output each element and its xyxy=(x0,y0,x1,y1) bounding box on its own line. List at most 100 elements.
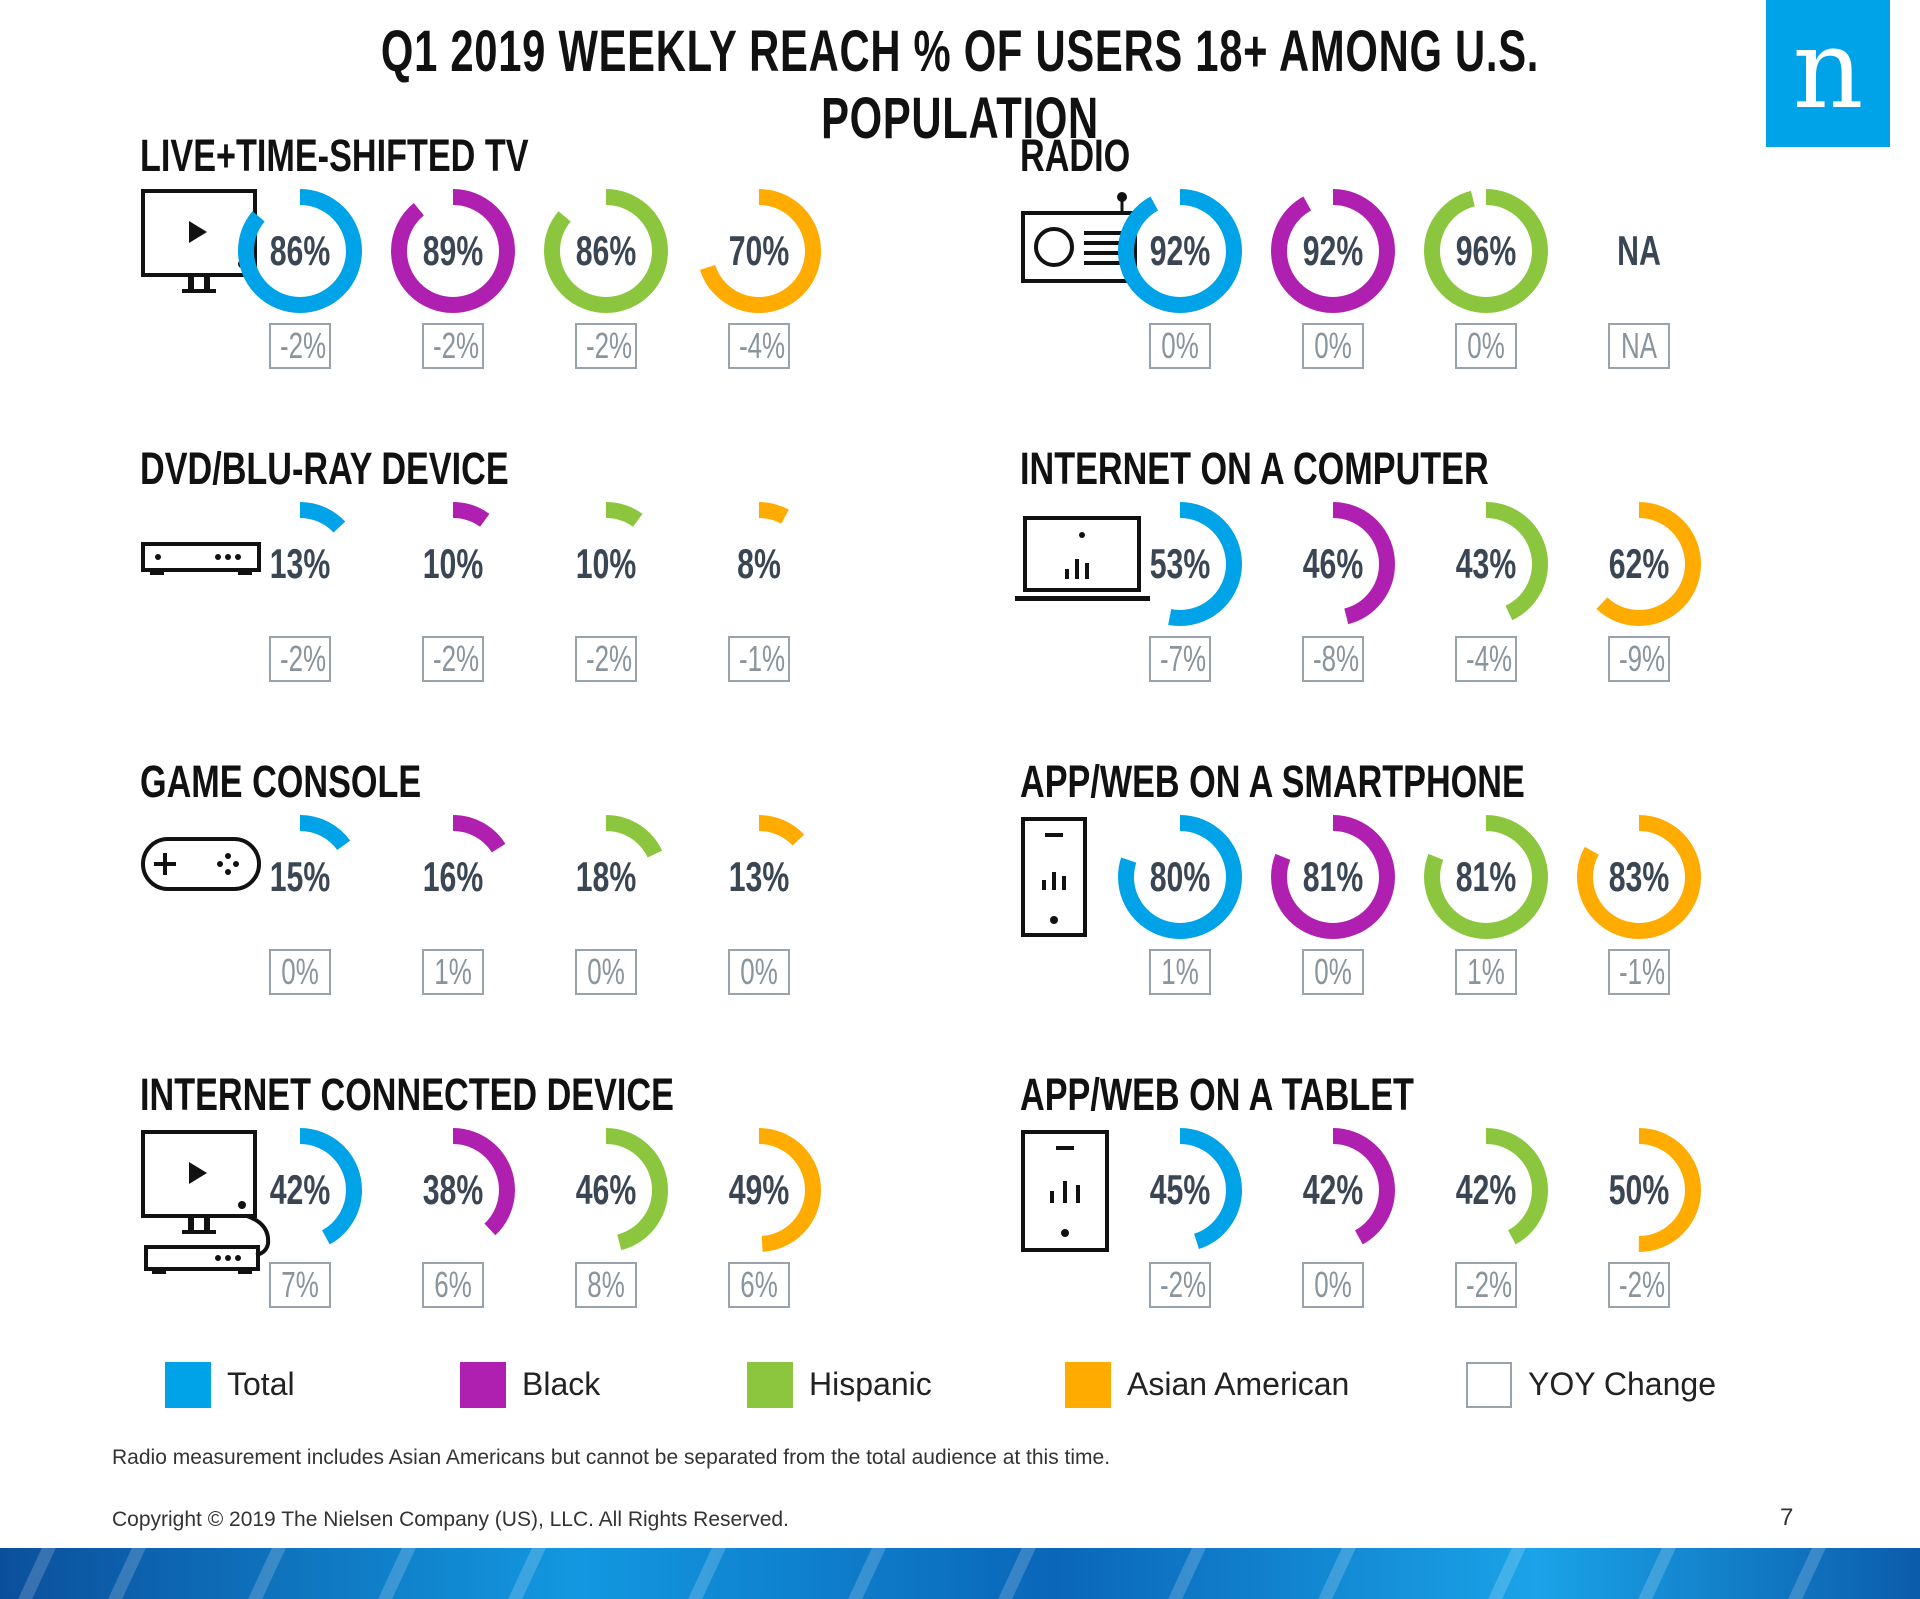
yoy-change-asian-american: -4% xyxy=(728,323,790,369)
donut-black: 10% xyxy=(388,499,518,629)
donut-arc-asian-american xyxy=(1577,1128,1701,1252)
yoy-change-value: -4% xyxy=(738,325,786,366)
radio-icon xyxy=(1021,192,1137,283)
legend-label: Asian American xyxy=(1127,1366,1350,1402)
donut-arc-hispanic xyxy=(544,1128,668,1252)
donut-arc-total xyxy=(1118,189,1242,313)
donut-black: 89% xyxy=(388,186,518,316)
donut-arc-asian-american xyxy=(697,189,821,313)
yoy-change-hispanic: 8% xyxy=(575,1262,637,1308)
yoy-change-value: 0% xyxy=(1314,951,1352,992)
yoy-change-asian-american: -9% xyxy=(1608,636,1670,682)
yoy-change-total: 1% xyxy=(1149,949,1211,995)
yoy-change-value: -2% xyxy=(585,638,633,679)
footnote: Radio measurement includes Asian America… xyxy=(112,1446,1111,1469)
yoy-change-hispanic: -2% xyxy=(575,323,637,369)
donut-arc-black xyxy=(391,1128,515,1252)
donut-svg xyxy=(238,1128,362,1252)
donut-value: 42% xyxy=(1302,1166,1364,1213)
donut-arc-black xyxy=(1271,815,1395,939)
donut-value: 13% xyxy=(269,540,331,587)
donut-hispanic: 81% xyxy=(1421,812,1551,942)
donut-svg xyxy=(544,189,668,313)
donut-arc-total xyxy=(238,1128,362,1252)
donut-svg xyxy=(1577,502,1701,626)
donut-arc-asian-american xyxy=(697,502,821,626)
panel-title: APP/WEB ON A TABLET xyxy=(1020,1069,1414,1120)
yoy-change-black: 0% xyxy=(1302,949,1364,995)
donut-svg xyxy=(1577,815,1701,939)
legend-label: Black xyxy=(522,1366,601,1402)
panel-title: GAME CONSOLE xyxy=(140,756,422,807)
donut-svg xyxy=(1271,189,1395,313)
panel-title: DVD/BLU-RAY DEVICE xyxy=(140,443,509,494)
yoy-change-total: -2% xyxy=(1149,1262,1211,1308)
yoy-change-asian-american: 0% xyxy=(728,949,790,995)
donut-arc-hispanic xyxy=(1424,189,1548,313)
donut-svg xyxy=(697,502,821,626)
yoy-change-hispanic: 0% xyxy=(1455,323,1517,369)
donut-hispanic: 43% xyxy=(1421,499,1551,629)
donut-asian-american: 8% xyxy=(694,499,824,629)
donut-asian-american: NA xyxy=(1574,186,1704,316)
donut-arc-asian-american xyxy=(697,1128,821,1252)
donut-hispanic: 86% xyxy=(541,186,671,316)
legend-label: Total xyxy=(227,1366,295,1402)
yoy-change-black: -2% xyxy=(422,636,484,682)
donut-hispanic: 10% xyxy=(541,499,671,629)
yoy-change-hispanic: -2% xyxy=(1455,1262,1517,1308)
yoy-change-value: -4% xyxy=(1465,638,1513,679)
yoy-change-hispanic: -2% xyxy=(575,636,637,682)
donut-svg xyxy=(391,502,515,626)
donut-svg xyxy=(238,502,362,626)
yoy-change-value: 0% xyxy=(1314,325,1352,366)
yoy-change-asian-american: -2% xyxy=(1608,1262,1670,1308)
donut-svg xyxy=(238,815,362,939)
legend-swatch xyxy=(165,1362,211,1408)
donut-arc-asian-american xyxy=(1577,815,1701,939)
dvd-player-icon xyxy=(141,542,261,575)
donut-value: 80% xyxy=(1149,853,1211,900)
donut-value: NA xyxy=(1617,227,1661,274)
donut-arc-total xyxy=(238,815,362,939)
donut-total: 42% xyxy=(235,1125,365,1255)
yoy-change-asian-american: -1% xyxy=(728,636,790,682)
donut-asian-american: 62% xyxy=(1574,499,1704,629)
panel-smartphone: APP/WEB ON A SMARTPHONE 80% 1% 81% 0% 81% 1% 8… xyxy=(1020,756,1880,1056)
donut-asian-american: 70% xyxy=(694,186,824,316)
yoy-change-hispanic: 1% xyxy=(1455,949,1517,995)
donut-value: 45% xyxy=(1149,1166,1211,1213)
decorative-banner xyxy=(0,1548,1920,1599)
donut-black: 16% xyxy=(388,812,518,942)
yoy-change-value: -2% xyxy=(279,638,327,679)
yoy-change-asian-american: NA xyxy=(1608,323,1670,369)
donut-svg xyxy=(544,815,668,939)
panel-title: INTERNET CONNECTED DEVICE xyxy=(140,1069,674,1120)
donut-black: 92% xyxy=(1268,186,1398,316)
donut-svg xyxy=(1118,815,1242,939)
donut-arc-total xyxy=(1118,815,1242,939)
donut-arc-total xyxy=(238,189,362,313)
yoy-change-asian-american: -1% xyxy=(1608,949,1670,995)
donut-arc-hispanic xyxy=(1424,815,1548,939)
donut-black: 81% xyxy=(1268,812,1398,942)
donut-value: 46% xyxy=(1302,540,1364,587)
donut-arc-total xyxy=(1118,1128,1242,1252)
yoy-change-total: -2% xyxy=(269,323,331,369)
yoy-change-total: 0% xyxy=(1149,323,1211,369)
donut-asian-american: 83% xyxy=(1574,812,1704,942)
yoy-change-hispanic: 0% xyxy=(575,949,637,995)
panel-dvd: DVD/BLU-RAY DEVICE 13% -2% 10% -2% 10% -2% 8% -… xyxy=(140,443,1000,743)
donut-svg xyxy=(1424,1128,1548,1252)
panel-radio: RADIO 92% 0% 92% 0% 96% 0% NA NA xyxy=(1020,130,1880,430)
donut-arc-black xyxy=(391,189,515,313)
donut-value: 38% xyxy=(422,1166,484,1213)
donut-svg xyxy=(697,815,821,939)
yoy-change-value: NA xyxy=(1620,325,1657,366)
donut-asian-american: 13% xyxy=(694,812,824,942)
yoy-change-total: -7% xyxy=(1149,636,1211,682)
yoy-change-value: 0% xyxy=(1467,325,1505,366)
donut-value: 86% xyxy=(269,227,331,274)
donut-arc-black xyxy=(391,815,515,939)
yoy-change-value: -2% xyxy=(1465,1264,1513,1305)
